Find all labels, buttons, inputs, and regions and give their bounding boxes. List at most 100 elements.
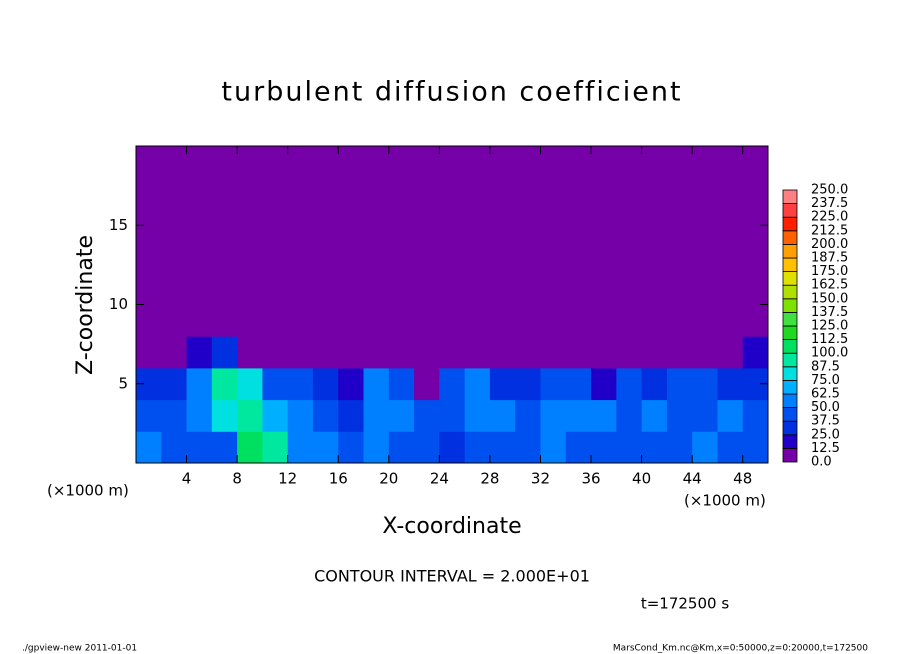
field-cell <box>136 241 162 274</box>
field-cell <box>540 367 567 401</box>
field-cell <box>666 399 693 432</box>
field-cell <box>717 336 744 369</box>
field-cell <box>338 304 365 337</box>
contour-interval: CONTOUR INTERVAL = 2.000E+01 <box>314 567 590 586</box>
colorbar-swatch <box>782 271 798 286</box>
field-cell <box>136 399 162 432</box>
colorbar-swatch <box>782 257 798 273</box>
field-cell <box>414 209 440 242</box>
field-cell <box>186 209 213 242</box>
colorbar-label: 37.5 <box>811 414 840 429</box>
field-cell <box>717 146 744 179</box>
field-cell <box>489 431 516 464</box>
field-cell <box>591 146 617 179</box>
field-cell <box>641 367 668 401</box>
field-cell <box>439 209 466 242</box>
field-cell <box>211 209 238 242</box>
field-cell <box>717 177 744 210</box>
field-cell <box>692 209 718 242</box>
x-tick-label: 16 <box>329 470 348 488</box>
field-cell <box>363 431 390 464</box>
colorbar-swatch <box>782 230 798 245</box>
field-cell <box>489 336 516 369</box>
colorbar-swatch <box>782 284 798 300</box>
colorbar-swatch <box>782 216 798 232</box>
field-cell <box>515 431 541 464</box>
field-cell <box>515 304 541 337</box>
field-cell <box>186 336 213 369</box>
colorbar-label: 50.0 <box>811 400 840 415</box>
field-cell <box>565 336 592 369</box>
time-label: t=172500 s <box>641 595 729 613</box>
field-cell <box>388 272 415 305</box>
field-cell <box>338 146 365 179</box>
field-cell <box>616 304 643 337</box>
y-axis-label: Z-coordinate <box>73 235 98 375</box>
field-cell <box>186 367 213 401</box>
field-cell <box>262 146 289 179</box>
field-cell <box>211 336 238 369</box>
field-cell <box>363 209 390 242</box>
field-cell <box>439 146 466 179</box>
field-cell <box>237 304 263 337</box>
field-cell <box>287 209 314 242</box>
colorbar-label: 225.0 <box>811 210 848 225</box>
field-cell <box>515 177 541 210</box>
colorbar-label: 200.0 <box>811 237 848 252</box>
field-cell <box>591 336 617 369</box>
field-cell <box>616 272 643 305</box>
colorbar-swatch <box>782 420 798 436</box>
field-cell <box>666 209 693 242</box>
field-cell <box>414 146 440 179</box>
field-cell <box>692 367 718 401</box>
field-cell <box>211 177 238 210</box>
field-cell <box>666 241 693 274</box>
colorbar-label: 87.5 <box>811 359 840 374</box>
field-cell <box>616 146 643 179</box>
field-cell <box>211 367 238 401</box>
field-cell <box>414 177 440 210</box>
field-cell <box>388 209 415 242</box>
field-cell <box>666 431 693 464</box>
field-cell <box>161 146 188 179</box>
field-cell <box>363 241 390 274</box>
colorbar-swatch <box>782 203 798 218</box>
field-cell <box>136 304 162 337</box>
field-cell <box>565 177 592 210</box>
field-cell <box>540 241 567 274</box>
x-tick-label: 48 <box>733 470 752 488</box>
field-cell <box>237 431 263 464</box>
colorbar-label: 75.0 <box>811 373 840 388</box>
field-cell <box>312 241 339 274</box>
field-cell <box>161 177 188 210</box>
field-cell <box>464 336 491 369</box>
chart-title: turbulent diffusion coefficient <box>221 77 682 108</box>
field-cell <box>363 146 390 179</box>
field-cell <box>616 177 643 210</box>
field-cell <box>287 367 314 401</box>
field-cell <box>287 272 314 305</box>
field-cell <box>489 146 516 179</box>
field-cell <box>717 304 744 337</box>
field-cell <box>515 209 541 242</box>
field-cell <box>565 399 592 432</box>
field-cell <box>439 272 466 305</box>
colorbar-label: 25.0 <box>811 427 840 442</box>
field-cell <box>262 431 289 464</box>
field-cell <box>388 367 415 401</box>
field-cell <box>439 336 466 369</box>
field-cell <box>591 304 617 337</box>
field-cell <box>161 367 188 401</box>
field-cell <box>287 431 314 464</box>
field-cell <box>186 431 213 464</box>
field-cell <box>388 399 415 432</box>
field-cell <box>439 399 466 432</box>
field-cell <box>439 177 466 210</box>
field-cell <box>388 336 415 369</box>
x-axis-label: X-coordinate <box>382 514 521 539</box>
field-cell <box>616 399 643 432</box>
field-cell <box>591 177 617 210</box>
field-cell <box>489 304 516 337</box>
field-cell <box>641 146 668 179</box>
